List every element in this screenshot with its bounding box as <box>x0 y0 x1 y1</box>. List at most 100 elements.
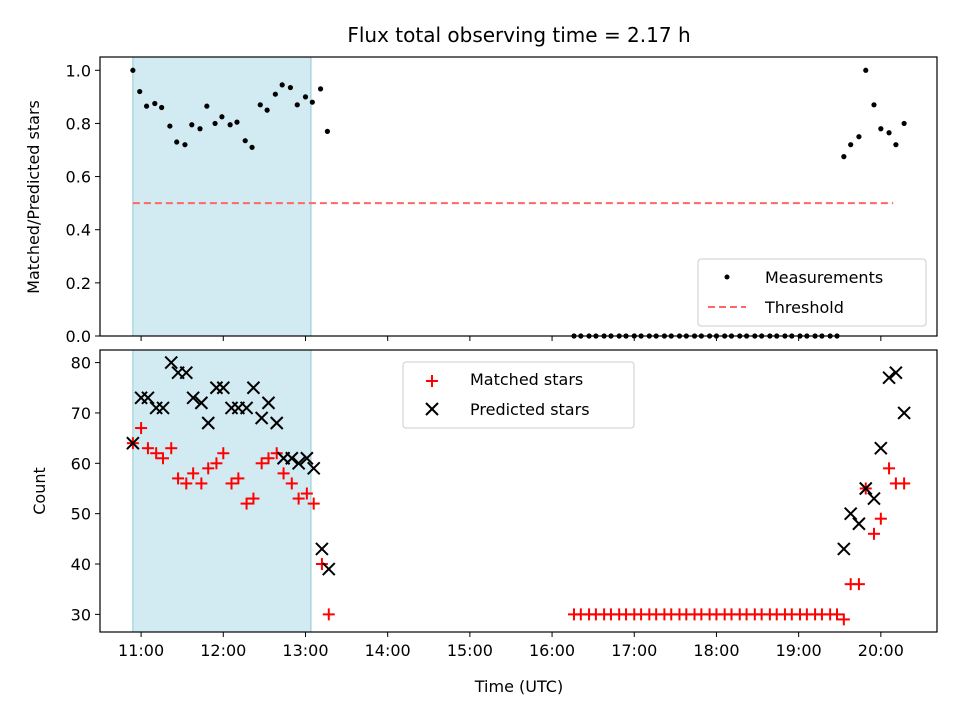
counts-y-axis-label: Count <box>30 467 49 515</box>
count-y-tick-label: 80 <box>71 354 91 373</box>
matched-stars-point <box>180 477 193 490</box>
x-tick-label: 18:00 <box>693 641 739 660</box>
predicted-stars-point <box>306 461 321 476</box>
predicted-stars-point <box>261 396 276 410</box>
predicted-stars-point <box>201 416 215 430</box>
measurements-legend-box <box>697 258 927 327</box>
matched-stars-point <box>141 442 154 455</box>
counts-panel-shade <box>132 349 312 633</box>
measurements-point <box>249 144 255 150</box>
predicted-stars-point <box>843 506 858 521</box>
predicted-stars-point <box>859 481 873 496</box>
matched-stars-point <box>157 452 170 465</box>
counts-panel-frame <box>99 349 938 633</box>
predicted-stars-point <box>867 491 881 506</box>
measurements-point <box>317 86 324 92</box>
measurements-data-layer <box>130 67 907 339</box>
matched-stars-point <box>322 608 335 621</box>
matched-stars-point <box>837 613 850 626</box>
predicted-stars-point <box>216 381 230 395</box>
measurements-legend-marker <box>724 274 730 280</box>
x-tick-label: 15:00 <box>447 641 493 660</box>
matched-stars-point <box>285 477 298 490</box>
predicted-stars-point <box>285 451 299 465</box>
predicted-legend-marker <box>425 402 439 416</box>
measurements-point <box>257 102 263 108</box>
counts-panel: 30 40 50 60 70 80 11:00 12:00 13:00 14:00 15:00 16… <box>30 349 938 696</box>
counts-legend-box <box>402 361 635 429</box>
measurements-point <box>197 126 203 132</box>
predicted-stars-point <box>186 391 200 405</box>
measurements-point <box>886 130 892 136</box>
measurements-point <box>272 91 278 97</box>
measurements-point <box>287 84 294 91</box>
matched-stars-point <box>315 558 328 571</box>
measurements-point <box>856 134 862 140</box>
measurements-point <box>279 82 285 88</box>
measurements-point <box>302 94 309 100</box>
measurements-point <box>143 103 150 109</box>
predicted-stars-point <box>300 451 314 465</box>
counts-data-layer <box>126 355 911 626</box>
matched-stars-point <box>150 447 163 460</box>
measurements-point <box>152 100 158 107</box>
measurements-point <box>841 154 847 160</box>
measurements-point <box>324 128 331 134</box>
measurements-point <box>130 67 136 73</box>
measurements-point <box>174 139 180 145</box>
x-tick-label: 20:00 <box>858 641 904 660</box>
measurements-point <box>167 123 173 129</box>
measurements-point <box>219 114 225 120</box>
matched-stars-point <box>217 447 230 460</box>
measurements-point <box>242 138 248 144</box>
measurements-point <box>137 88 143 95</box>
matched-stars-point <box>165 442 178 455</box>
matched-stars-point <box>135 422 148 435</box>
measurements-x-ticks <box>140 336 882 341</box>
x-tick-label: 19:00 <box>776 641 822 660</box>
matched-stars-point <box>874 512 887 525</box>
measurements-panel-frame <box>99 56 938 337</box>
measurements-point <box>234 119 240 125</box>
predicted-stars-point <box>837 542 851 556</box>
predicted-stars-point <box>239 401 254 415</box>
matched-stars-point <box>867 527 880 540</box>
predicted-stars-point <box>897 406 911 420</box>
x-tick-label: 11:00 <box>118 641 164 660</box>
x-tick-label: 13:00 <box>282 641 328 660</box>
measurements-point <box>878 126 884 132</box>
count-y-tick-label: 70 <box>71 404 91 423</box>
chart-title: Flux total observing time = 2.17 h <box>347 23 690 47</box>
matched-stars-point <box>247 492 260 505</box>
predicted-stars-point <box>874 441 888 455</box>
measurements-legend: Measurements Threshold <box>697 258 927 327</box>
predicted-stars-point <box>270 416 284 430</box>
ratio-y-tick-label: 0.0 <box>66 327 91 346</box>
measurements-point <box>893 142 899 148</box>
matched-stars-point <box>898 477 911 490</box>
matched-legend-marker <box>426 375 438 387</box>
measurements-point <box>264 107 270 113</box>
x-tick-label: 12:00 <box>200 641 246 660</box>
matched-stars-point <box>883 462 896 475</box>
measurements-legend-label: Measurements <box>765 268 883 287</box>
counts-x-ticks: 11:00 12:00 13:00 14:00 15:00 16:00 17:00 18:00… <box>118 632 904 660</box>
matched-stars-point <box>277 467 290 480</box>
ratio-y-tick-label: 0.4 <box>66 221 91 240</box>
matched-stars-point <box>195 477 208 490</box>
predicted-stars-point <box>164 355 178 370</box>
measurements-y-ticks: 0.0 0.2 0.4 0.6 0.8 1.0 <box>66 61 100 346</box>
measurements-point <box>901 120 907 127</box>
ratio-y-tick-label: 0.8 <box>66 114 91 133</box>
count-y-tick-label: 40 <box>71 555 91 574</box>
matched-stars-point <box>232 472 245 485</box>
measurements-point <box>863 67 869 73</box>
predicted-legend-label: Predicted stars <box>470 400 590 419</box>
predicted-stars-point <box>291 456 306 471</box>
measurements-point <box>182 142 188 148</box>
x-tick-label: 17:00 <box>611 641 657 660</box>
threshold-legend-label: Threshold <box>764 298 844 317</box>
matched-stars-point <box>255 457 268 470</box>
ratio-y-tick-label: 0.6 <box>66 168 91 187</box>
matched-stars-point <box>210 457 223 470</box>
